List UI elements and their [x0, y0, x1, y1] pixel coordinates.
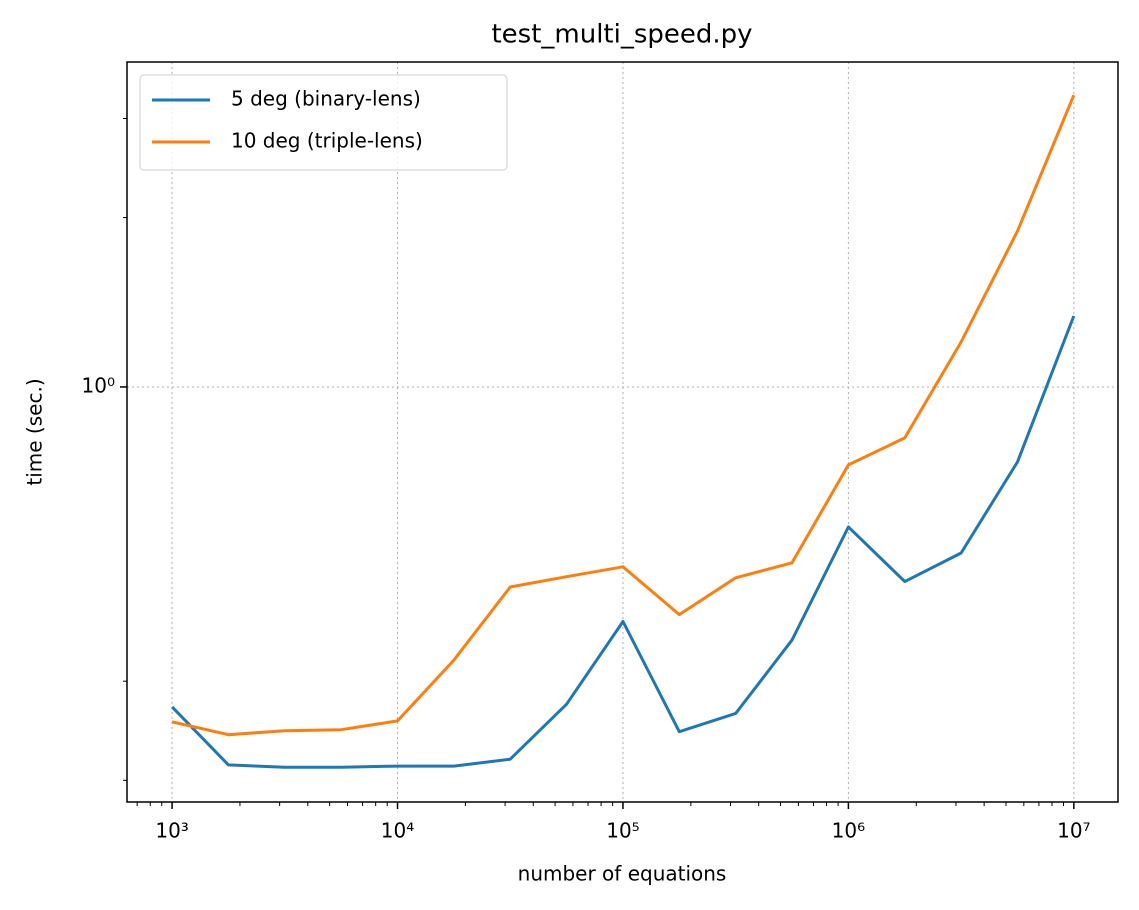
- x-tick-label: 10⁵: [606, 819, 639, 843]
- legend-label: 10 deg (triple-lens): [231, 129, 423, 153]
- legend-label: 5 deg (binary-lens): [231, 87, 421, 111]
- legend-box: [139, 74, 508, 171]
- plot-frame: [126, 61, 1119, 803]
- x-tick-label: 10⁷: [1057, 819, 1090, 843]
- x-tick-label: 10⁶: [832, 819, 865, 843]
- y-axis-label: time (sec.): [23, 378, 47, 485]
- x-tick-label: 10³: [155, 819, 188, 843]
- x-tick-label: 10⁴: [381, 819, 414, 843]
- y-tick-label: 10⁰: [82, 373, 115, 397]
- chart-title: test_multi_speed.py: [491, 20, 752, 50]
- series-line: [171, 315, 1076, 769]
- x-axis-label: number of equations: [518, 862, 727, 886]
- legend: 5 deg (binary-lens) 10 deg (triple-lens): [139, 74, 508, 171]
- series-line: [171, 94, 1076, 737]
